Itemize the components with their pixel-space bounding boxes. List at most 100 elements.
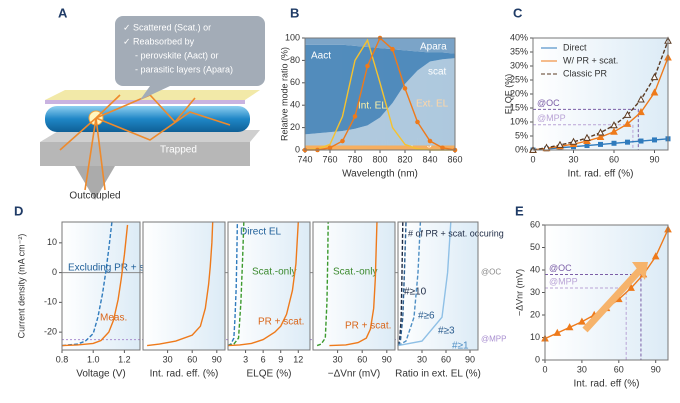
plot-background	[398, 222, 478, 350]
x-tick-label: 60	[441, 354, 451, 364]
line	[316, 221, 329, 347]
reference-label: @OC	[481, 268, 501, 277]
line	[397, 221, 452, 347]
x-tick-label: 0.8	[56, 354, 69, 364]
x-tick-label: 90	[651, 364, 661, 374]
line	[227, 221, 245, 347]
series-label: PR + scat.	[345, 321, 391, 332]
x-tick-label: 60	[614, 364, 624, 374]
panel-label: D	[14, 203, 23, 218]
panel-label: B	[290, 5, 299, 20]
trend-arrowhead	[632, 262, 648, 280]
y-tick-label: 50	[530, 242, 540, 252]
marker	[638, 138, 644, 144]
y-tick-label: -10	[44, 297, 57, 307]
line	[61, 224, 129, 347]
y-tick-label: 5%	[515, 130, 528, 140]
marker	[650, 72, 659, 81]
marker	[596, 132, 605, 141]
x-tick-label: 30	[577, 364, 587, 374]
x-tick-label: 30	[568, 154, 578, 164]
plot-frame	[532, 37, 669, 151]
callout-text: - perovskite (Aact) or	[135, 50, 219, 60]
marker	[402, 86, 408, 91]
legend-label: Direct	[563, 42, 587, 52]
thin-layer	[45, 100, 245, 104]
x-axis-label: Int. rad. eff (%)	[574, 379, 640, 390]
marker	[625, 139, 630, 145]
y-tick-label: 35%	[510, 46, 528, 56]
annotation-guide	[545, 274, 642, 360]
x-tick-label: 12	[293, 354, 303, 364]
x-tick-label: 90	[382, 354, 392, 364]
series-label: Int. EL	[358, 101, 387, 112]
area	[305, 38, 455, 54]
annotation-guide	[533, 108, 639, 150]
callout-pointer	[140, 86, 170, 100]
y-tick-label: 20%	[510, 88, 528, 98]
marker	[565, 323, 574, 331]
y-tick-label: 10	[47, 237, 57, 247]
marker	[327, 145, 333, 151]
marker	[584, 143, 590, 149]
ray-paths	[59, 94, 231, 191]
callout-text: ✓ Reabsorbed by	[123, 36, 195, 46]
y-tick-label: 0	[295, 144, 300, 154]
y-tick-label: 30%	[510, 60, 528, 70]
y-tick-label: 20	[530, 309, 540, 319]
annotation-label: @MPP	[537, 113, 566, 123]
x-tick-label: 760	[322, 154, 337, 164]
x-tick-label: 30	[417, 354, 427, 364]
line	[227, 221, 239, 347]
substrate	[40, 142, 250, 166]
marker	[652, 137, 657, 143]
line	[227, 221, 299, 347]
plot-frame	[304, 37, 456, 151]
marker	[427, 138, 433, 144]
y-tick-label: 60	[530, 219, 540, 229]
y-tick-label: 0%	[515, 144, 528, 154]
marker	[637, 107, 645, 116]
plot-frame	[312, 221, 396, 351]
y-tick-label: 25%	[510, 74, 528, 84]
panel-label: C	[513, 5, 523, 20]
legend-label: Classic PR	[563, 68, 608, 78]
x-tick-label: 740	[297, 154, 312, 164]
x-tick-label: 840	[422, 154, 437, 164]
outcoupled-label: Outcoupled	[69, 191, 120, 202]
marker	[390, 46, 395, 52]
marker	[627, 283, 635, 291]
callout-text: ✓ Scattered (Scat.) or	[123, 22, 211, 32]
trapped-label: Trapped	[160, 145, 197, 156]
annotation-label: @OC	[549, 263, 572, 273]
marker	[651, 252, 660, 260]
marker	[610, 127, 618, 135]
marker	[610, 121, 618, 129]
x-axis-label: Ratio in ext. EL (%)	[395, 369, 481, 380]
x-tick-label: 820	[397, 154, 412, 164]
annotation-label: @MPP	[549, 276, 578, 286]
marker	[556, 140, 564, 148]
x-axis-label: Int. rad. eff. (%)	[150, 369, 219, 380]
series-label: scat	[428, 67, 447, 78]
plot-background	[545, 225, 668, 360]
outcoupling-cone	[75, 166, 115, 200]
y-axis-label: ELQE (%)	[503, 74, 513, 115]
marker	[553, 328, 562, 336]
marker	[623, 110, 632, 118]
callout-text: - parasitic layers (Apara)	[135, 64, 233, 74]
y-axis-label: −ΔVnr (mV)	[514, 269, 524, 316]
x-tick-label: 780	[347, 154, 362, 164]
substrate-top	[40, 130, 260, 142]
marker	[598, 141, 603, 147]
marker	[637, 95, 645, 103]
reference-label: @MPP	[481, 335, 506, 344]
x-tick-label: 1.0	[87, 354, 100, 364]
line	[147, 221, 214, 347]
series-label: #≥6	[418, 311, 435, 322]
x-tick-label: 90	[465, 354, 475, 364]
line	[61, 221, 113, 347]
y-tick-label: 100	[285, 32, 300, 42]
trend-arrow	[582, 267, 643, 333]
